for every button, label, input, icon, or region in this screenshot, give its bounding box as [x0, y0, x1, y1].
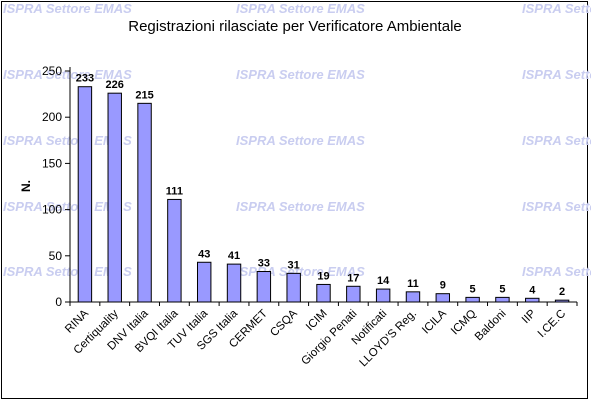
bar [107, 92, 122, 303]
x-tick-label: CSQA [268, 307, 300, 339]
bars: 233 226 215 111 43 41 33 31 19 17 14 11 9 5 5 4 2 [76, 73, 570, 303]
chart-title: Registrazioni rilasciate per Verificator… [128, 18, 462, 35]
y-tick-label: 0 [55, 295, 62, 309]
x-tick-label: I.CE.C [536, 308, 568, 340]
bar [375, 288, 391, 303]
data-label: 111 [166, 185, 183, 197]
bar [167, 198, 182, 303]
y-tick-label: 50 [49, 249, 63, 263]
watermark-text: ISPRA Settore EMAS [236, 67, 365, 82]
y-tick-label: 150 [42, 156, 62, 170]
watermark-text: ISPRA Settore EMAS [522, 199, 591, 214]
x-tick-label: IIP [520, 307, 539, 326]
bar [256, 271, 272, 303]
data-label: 31 [288, 259, 300, 271]
data-label: 17 [347, 272, 359, 284]
watermark-text: ISPRA Settore EMAS [522, 67, 591, 82]
watermark-text: ISPRA Settore EMAS [236, 133, 365, 148]
bar [137, 102, 152, 303]
watermark-text: ISPRA Settore EMAS [522, 1, 591, 16]
data-label: 5 [470, 283, 476, 295]
watermark-text: ISPRA Settore EMAS [522, 133, 591, 148]
x-tick-label: ICIM [304, 308, 330, 334]
data-label: 5 [499, 283, 505, 295]
bar [316, 283, 331, 303]
bar [346, 285, 361, 303]
watermark-text: ISPRA Settore EMAS [3, 133, 132, 148]
data-label: 2 [559, 286, 565, 298]
data-label: 33 [258, 258, 270, 270]
bar [196, 261, 212, 303]
watermark-text: ISPRA Settore EMAS [3, 1, 132, 16]
x-tick-label: RINA [63, 307, 91, 335]
watermark-text: ISPRA Settore EMAS [236, 199, 365, 214]
x-tick-label: ICILA [420, 307, 449, 336]
y-tick-label: 100 [42, 203, 62, 217]
data-label: 215 [135, 89, 153, 101]
watermark-text: ISPRA Settore EMAS [3, 264, 132, 279]
watermark-layer: ISPRA Settore EMAS ISPRA Settore EMAS ISPR… [3, 1, 591, 279]
bar [405, 291, 421, 303]
data-label: 226 [106, 79, 124, 91]
watermark-text: ISPRA Settore EMAS [236, 1, 365, 16]
watermark-text: ISPRA Settore EMAS [522, 264, 591, 279]
bar [465, 296, 480, 303]
data-label: 43 [198, 248, 210, 260]
data-label: 4 [529, 284, 536, 296]
data-label: 233 [76, 73, 94, 85]
data-label: 11 [407, 278, 419, 290]
watermark-text: ISPRA Settore EMAS [3, 199, 132, 214]
bar [226, 263, 242, 303]
y-axis: 0 50 100 150 200 250 [42, 64, 71, 309]
y-axis-label: N. [19, 180, 33, 192]
data-label: 19 [317, 270, 329, 282]
y-tick-label: 250 [42, 64, 62, 78]
watermark-text: ISPRA Settore EMAS [3, 67, 132, 82]
bar [286, 272, 301, 303]
data-label: 41 [228, 250, 240, 262]
data-label: 14 [377, 275, 390, 287]
bar [525, 297, 540, 303]
y-tick-label: 200 [42, 110, 62, 124]
data-label: 9 [440, 280, 446, 292]
bar [495, 296, 510, 303]
bar [435, 293, 451, 303]
x-tick-label: Baldoni [473, 308, 509, 344]
bar [77, 86, 93, 303]
